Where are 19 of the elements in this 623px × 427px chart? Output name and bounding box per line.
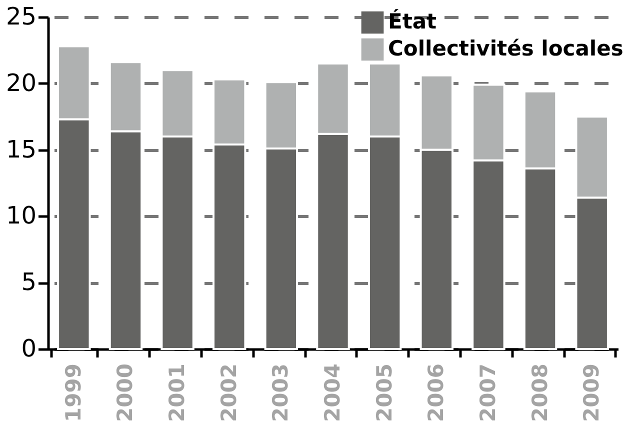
y-tick-label: 10 (6, 202, 36, 230)
y-tick-label: 15 (6, 135, 36, 164)
x-tick-label: 2006 (424, 364, 448, 422)
y-tick-label: 25 (6, 2, 36, 30)
x-tick-label: 2000 (113, 364, 138, 422)
x-tick-label: 1999 (61, 364, 86, 422)
x-tick-label: 2003 (268, 364, 293, 422)
x-tick-label: 2004 (320, 364, 344, 422)
y-tick-label: 5 (21, 268, 36, 296)
x-tick-label: 2001 (165, 364, 190, 422)
x-tick-label: 2005 (372, 364, 396, 422)
x-tick-label: 2009 (580, 364, 604, 422)
y-tick-label: 0 (21, 334, 36, 362)
y-tick-label: 20 (6, 68, 36, 97)
legend-label: État (388, 8, 437, 34)
x-tick-label: 2008 (528, 364, 552, 422)
x-tick-label: 2007 (476, 364, 500, 422)
x-tick-label: 2002 (216, 364, 241, 422)
legend-label: Collectivités locales (388, 36, 623, 60)
